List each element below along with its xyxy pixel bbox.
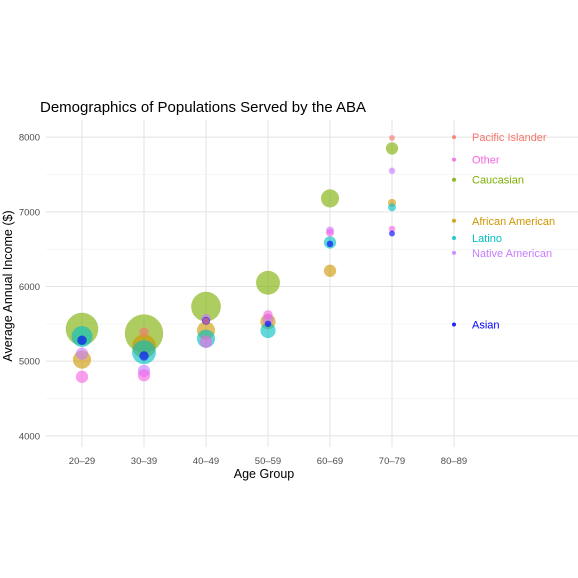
- data-point: [326, 240, 334, 248]
- data-point: [389, 230, 395, 237]
- data-point: [202, 317, 210, 325]
- x-tick-label: 20–29: [69, 456, 95, 467]
- legend-label: Caucasian: [472, 175, 524, 187]
- data-point: [388, 225, 396, 233]
- x-tick-label: 70–79: [379, 456, 405, 467]
- legend: Pacific Islander Other Caucasian African Am…: [452, 132, 555, 332]
- legend-swatch: [452, 157, 456, 162]
- y-tick-label: 7000: [19, 207, 40, 218]
- data-point: [256, 270, 280, 295]
- data-point: [320, 189, 340, 208]
- data-point: [77, 335, 87, 345]
- data-point: [199, 335, 213, 348]
- legend-label: Pacific Islander: [472, 132, 547, 144]
- x-tick-label: 50–59: [255, 456, 281, 467]
- data-point: [389, 134, 395, 141]
- legend-swatch: [452, 250, 456, 255]
- x-tick-label: 60–69: [317, 456, 343, 467]
- legend-label: Native American: [472, 248, 552, 260]
- data-point: [326, 228, 334, 237]
- data-point: [385, 142, 399, 155]
- x-tick-label: 30–39: [131, 456, 157, 467]
- legend-label: Asian: [472, 320, 500, 332]
- data-point: [75, 370, 89, 383]
- data-point: [139, 351, 149, 361]
- legend-label: African American: [472, 216, 555, 228]
- legend-label: Other: [472, 155, 500, 167]
- x-tick-label: 80–89: [441, 456, 467, 467]
- chart-title: Demographics of Populations Served by th…: [40, 99, 366, 116]
- legend-swatch: [452, 177, 456, 182]
- y-axis-title: Average Annual Income ($): [1, 210, 15, 361]
- x-axis-ticks: 20–29 30–39 40–49 50–59 60–69 70–79 80–89: [69, 456, 467, 467]
- legend-swatch: [452, 322, 456, 327]
- data-point: [75, 347, 89, 360]
- y-tick-label: 8000: [19, 133, 40, 144]
- y-tick-label: 6000: [19, 282, 40, 293]
- data-point: [388, 167, 396, 175]
- legend-swatch: [452, 135, 456, 140]
- legend-label: Latino: [472, 233, 502, 245]
- y-axis-ticks: 4000 5000 6000 7000 8000: [19, 133, 40, 443]
- y-tick-label: 4000: [19, 431, 40, 442]
- data-point: [139, 327, 149, 337]
- legend-swatch: [452, 235, 456, 240]
- data-point: [137, 369, 151, 382]
- grid: [46, 120, 578, 447]
- legend-swatch: [452, 218, 456, 223]
- data-point: [323, 264, 337, 277]
- x-tick-label: 40–49: [193, 456, 219, 467]
- data-point: [263, 310, 273, 320]
- data-point: [260, 322, 276, 339]
- x-axis-title: Age Group: [234, 467, 295, 481]
- data-points: [65, 134, 399, 383]
- data-point: [388, 203, 396, 212]
- data-point: [264, 320, 272, 328]
- y-tick-label: 5000: [19, 357, 40, 368]
- data-point: [191, 291, 221, 322]
